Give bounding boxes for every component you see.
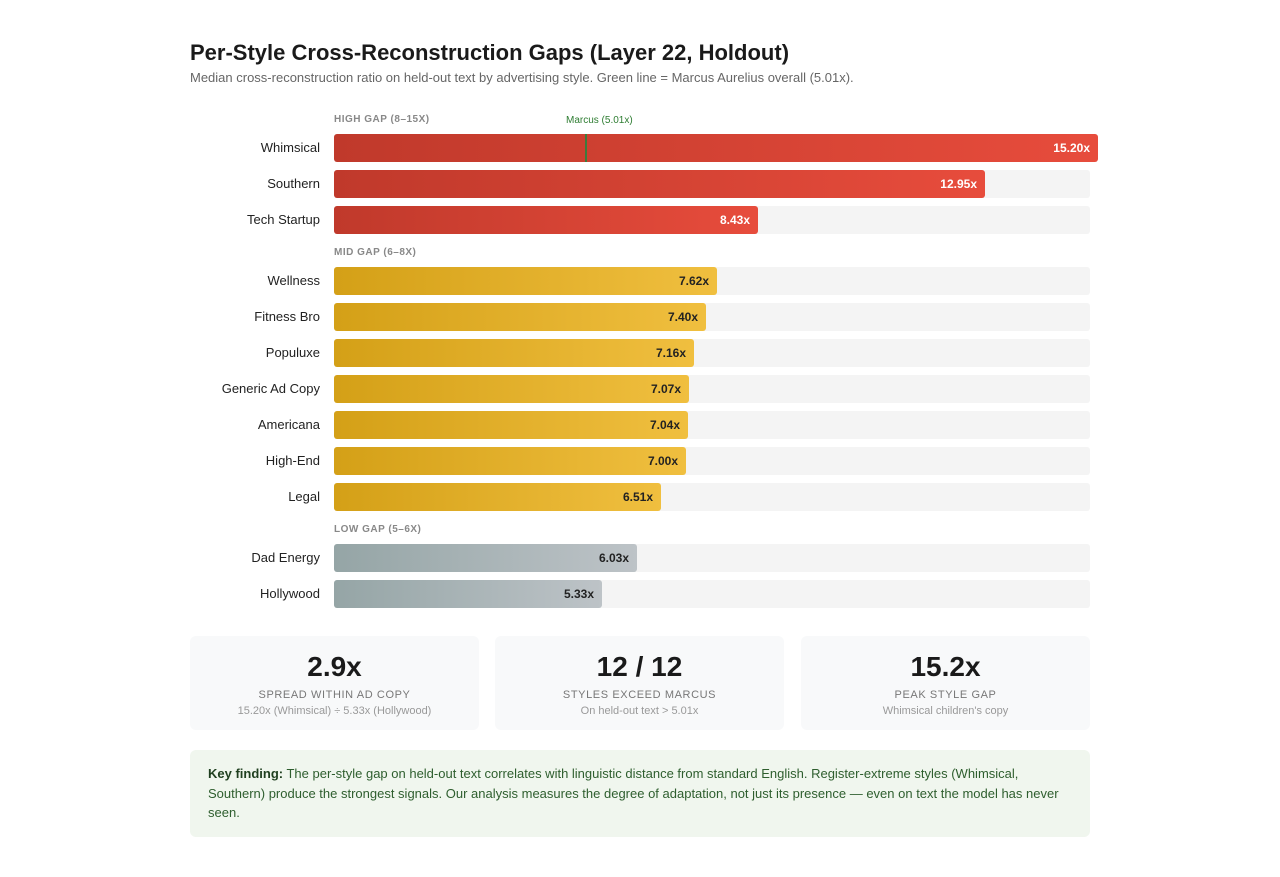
bar-value-label: 6.51x	[622, 490, 653, 504]
category-label: Fitness Bro	[254, 309, 320, 324]
bar-generic-ad-copy	[334, 375, 689, 403]
bar-value-label: 7.40x	[667, 310, 698, 324]
bar-value-label: 15.20x	[1053, 141, 1090, 155]
stat-label: PEAK STYLE GAP	[894, 689, 997, 701]
bar-wellness	[334, 267, 717, 295]
bar-whimsical	[334, 134, 1098, 162]
stat-card-spread: 2.9x SPREAD WITHIN AD COPY 15.20x (Whims…	[190, 636, 479, 730]
stat-sub: Whimsical children's copy	[882, 705, 1009, 717]
bar-value-label: 6.03x	[598, 551, 629, 565]
bar-chart: HIGH GAP (8–15X) Whimsical 15.20x Southern 1…	[190, 108, 1098, 618]
category-label: Legal	[288, 489, 320, 504]
bar-dad-energy	[334, 544, 637, 572]
bar-row-fitness-bro: Fitness Bro 7.40x	[190, 303, 1098, 331]
category-label: Dad Energy	[251, 550, 320, 565]
key-finding-label: Key finding:	[208, 766, 284, 781]
bar-row-legal: Legal 6.51x	[190, 483, 1098, 511]
bar-row-dad-energy: Dad Energy 6.03x	[190, 544, 1098, 572]
bar-row-whimsical: Whimsical 15.20x	[190, 134, 1098, 162]
bar-value-label: 12.95x	[940, 177, 977, 191]
category-label: High-End	[265, 453, 320, 468]
category-label: Americana	[257, 417, 320, 432]
group-label-low: LOW GAP (5–6X)	[334, 524, 422, 535]
bar-value-label: 7.04x	[649, 418, 680, 432]
category-label: Whimsical	[260, 140, 320, 155]
stat-sub: 15.20x (Whimsical) ÷ 5.33x (Hollywood)	[237, 705, 432, 717]
stat-value: 15.2x	[910, 651, 981, 682]
bar-legal	[334, 483, 661, 511]
bar-value-label: 8.43x	[719, 213, 750, 227]
category-label: Tech Startup	[247, 212, 320, 227]
stat-card-exceed: 12 / 12 STYLES EXCEED MARCUS On held-out…	[495, 636, 784, 730]
stat-sub: On held-out text > 5.01x	[580, 705, 699, 717]
bar-high-end	[334, 447, 686, 475]
group-label-high: HIGH GAP (8–15X)	[334, 114, 430, 125]
bar-row-hollywood: Hollywood 5.33x	[190, 580, 1098, 608]
category-label: Generic Ad Copy	[221, 381, 320, 396]
category-label: Southern	[267, 176, 320, 191]
bar-row-americana: Americana 7.04x	[190, 411, 1098, 439]
bar-value-label: 7.62x	[678, 274, 709, 288]
bar-value-label: 5.33x	[563, 587, 594, 601]
bar-row-tech-startup: Tech Startup 8.43x	[190, 206, 1098, 234]
stat-value: 12 / 12	[596, 651, 683, 682]
marcus-reference-line	[585, 134, 587, 162]
stats-row: 2.9x SPREAD WITHIN AD COPY 15.20x (Whims…	[190, 636, 1090, 730]
bar-americana	[334, 411, 688, 439]
bar-value-label: 7.16x	[655, 346, 686, 360]
stat-label: STYLES EXCEED MARCUS	[562, 689, 717, 701]
page-subtitle: Median cross-reconstruction ratio on hel…	[190, 70, 854, 85]
bar-southern	[334, 170, 985, 198]
category-label: Hollywood	[260, 586, 320, 601]
key-finding-text: The per-style gap on held-out text corre…	[208, 766, 1059, 820]
bar-row-southern: Southern 12.95x	[190, 170, 1098, 198]
stat-card-peak: 15.2x PEAK STYLE GAP Whimsical children'…	[801, 636, 1090, 730]
bar-row-populuxe: Populuxe 7.16x	[190, 339, 1098, 367]
bar-row-wellness: Wellness 7.62x	[190, 267, 1098, 295]
bar-value-label: 7.00x	[647, 454, 678, 468]
bar-fitness-bro	[334, 303, 706, 331]
bar-populuxe	[334, 339, 694, 367]
stat-label: SPREAD WITHIN AD COPY	[258, 689, 411, 701]
bar-tech-startup	[334, 206, 758, 234]
bar-value-label: 7.07x	[650, 382, 681, 396]
marcus-reference-label: Marcus (5.01x)	[566, 115, 633, 126]
header: Per-Style Cross-Reconstruction Gaps (Lay…	[190, 40, 1090, 86]
page-title: Per-Style Cross-Reconstruction Gaps (Lay…	[190, 40, 790, 65]
bar-row-high-end: High-End 7.00x	[190, 447, 1098, 475]
category-label: Wellness	[267, 273, 320, 288]
bar-hollywood	[334, 580, 602, 608]
stat-value: 2.9x	[307, 651, 362, 682]
bar-row-generic-ad-copy: Generic Ad Copy 7.07x	[190, 375, 1098, 403]
category-label: Populuxe	[265, 345, 320, 360]
key-finding: Key finding: The per-style gap on held-o…	[190, 750, 1090, 837]
group-label-mid: MID GAP (6–8X)	[334, 247, 417, 258]
